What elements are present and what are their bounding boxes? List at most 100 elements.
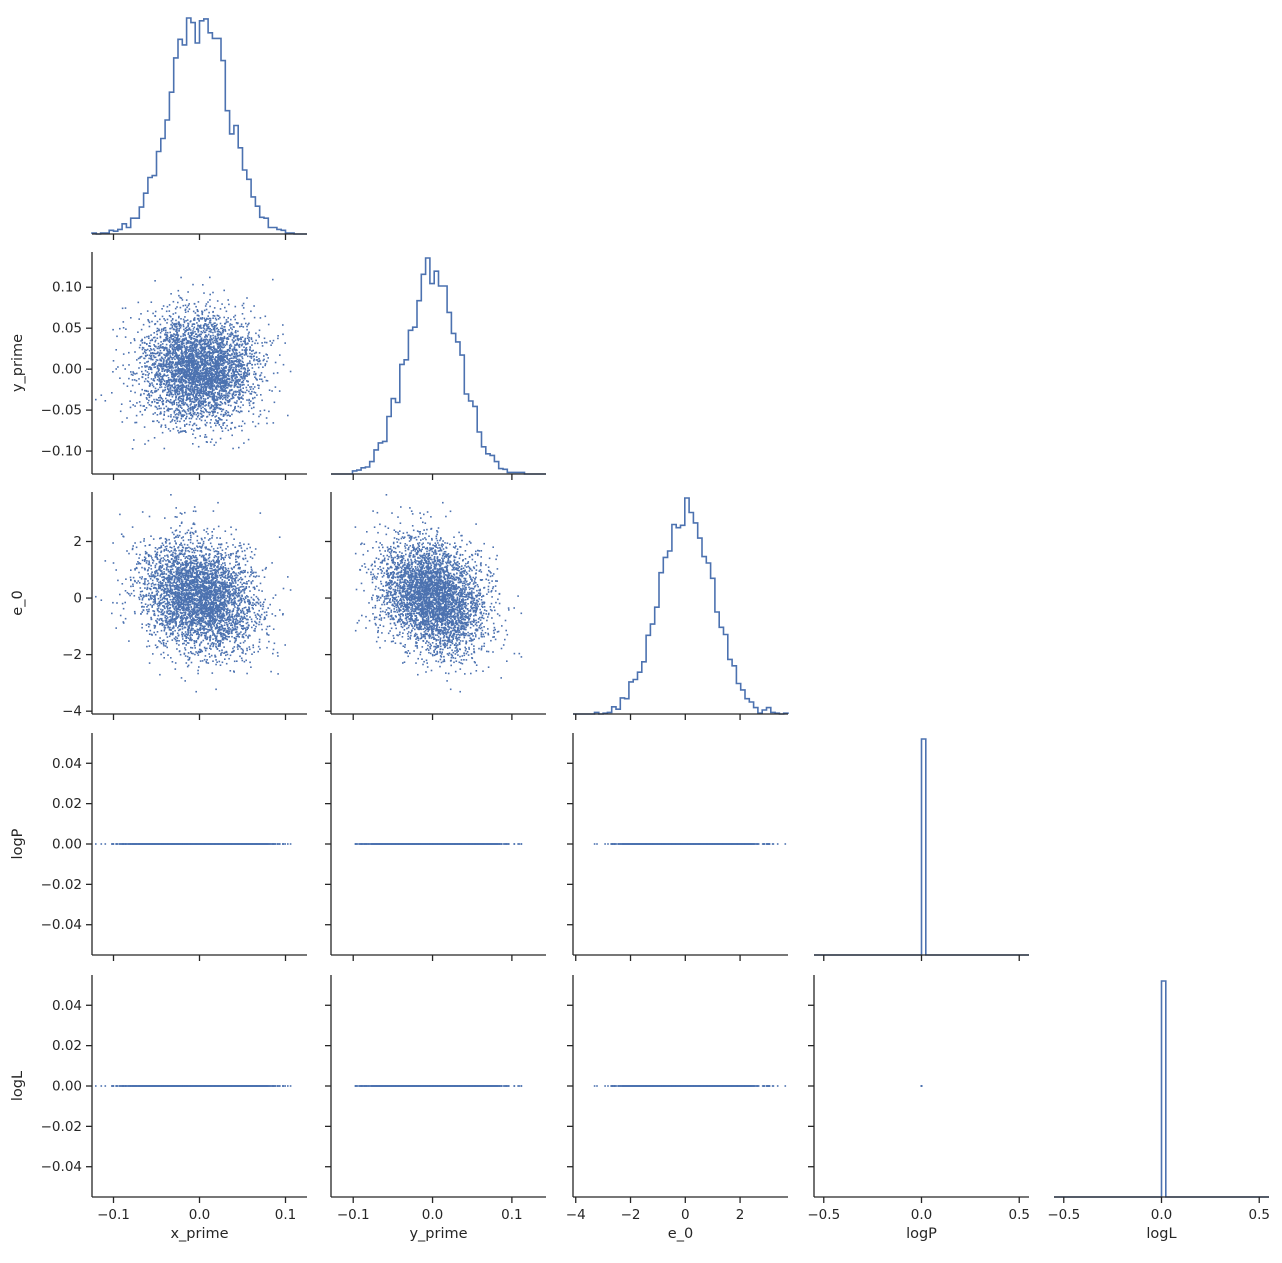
scatter-point <box>230 334 232 336</box>
scatter-point <box>160 654 162 656</box>
scatter-point <box>239 391 241 393</box>
scatter-point <box>191 373 193 375</box>
scatter-point <box>191 428 193 430</box>
scatter-point <box>155 406 157 408</box>
scatter-point <box>193 358 195 360</box>
scatter-point <box>215 360 217 362</box>
scatter-point <box>204 379 206 381</box>
scatter-point <box>119 377 121 379</box>
scatter-point <box>233 363 235 365</box>
scatter-point <box>242 336 244 338</box>
scatter-point <box>254 397 256 399</box>
scatter-point <box>147 349 149 351</box>
scatter-point <box>164 615 166 617</box>
scatter-point <box>185 353 187 355</box>
scatter-point <box>193 373 195 375</box>
scatter-point <box>229 367 231 369</box>
scatter-point <box>227 397 229 399</box>
scatter-point <box>215 406 217 408</box>
scatter-point <box>147 402 149 404</box>
scatter-point <box>213 414 215 416</box>
scatter-point <box>146 350 148 352</box>
scatter-point <box>247 363 249 365</box>
scatter-point <box>256 356 258 358</box>
scatter-point <box>186 370 188 372</box>
scatter-point <box>185 394 187 396</box>
scatter-point <box>182 389 184 391</box>
scatter-point <box>176 404 178 406</box>
scatter-point <box>219 407 221 409</box>
scatter-point <box>174 412 176 414</box>
scatter-point <box>249 362 251 364</box>
scatter-point <box>238 572 240 574</box>
scatter-point <box>213 337 215 339</box>
scatter-point <box>226 319 228 321</box>
scatter-point <box>195 354 197 356</box>
scatter-point <box>249 649 251 651</box>
scatter-point <box>180 368 182 370</box>
scatter-point <box>213 430 215 432</box>
scatter-point <box>200 413 202 415</box>
scatter-point <box>185 391 187 393</box>
scatter-point <box>178 371 180 373</box>
scatter-point <box>222 430 224 432</box>
scatter-point <box>218 359 220 361</box>
scatter-point <box>190 394 192 396</box>
scatter-point <box>187 311 189 313</box>
scatter-point <box>181 362 183 364</box>
scatter-point <box>161 368 163 370</box>
scatter-point <box>246 387 248 389</box>
scatter-point <box>173 416 175 418</box>
hist-x_prime <box>92 18 307 234</box>
scatter-point <box>205 376 207 378</box>
scatter-point <box>194 327 196 329</box>
scatter-point <box>151 364 153 366</box>
scatter-point <box>263 359 265 361</box>
scatter-point <box>247 342 249 344</box>
scatter-point <box>183 374 185 376</box>
scatter-point <box>251 357 253 359</box>
scatter-point <box>161 381 163 383</box>
scatter-point <box>234 353 236 355</box>
scatter-point <box>216 319 218 321</box>
scatter-point <box>170 372 172 374</box>
scatter-point <box>194 331 196 333</box>
scatter-point <box>186 404 188 406</box>
scatter-point <box>170 430 172 432</box>
scatter-point <box>124 368 126 370</box>
scatter-point <box>182 359 184 361</box>
scatter-point <box>231 373 233 375</box>
scatter-point <box>169 561 171 563</box>
scatter-point <box>246 390 248 392</box>
scatter-point <box>161 643 163 645</box>
scatter-point <box>197 315 199 317</box>
scatter-point <box>197 328 199 330</box>
scatter-point <box>194 338 196 340</box>
scatter-point <box>203 327 205 329</box>
scatter-point <box>178 402 180 404</box>
scatter-point <box>136 373 138 375</box>
scatter-point <box>112 371 114 373</box>
scatter-point <box>273 340 275 342</box>
scatter-point <box>155 361 157 363</box>
scatter-point <box>148 336 150 338</box>
scatter-point <box>290 589 292 591</box>
scatter-point <box>201 311 203 313</box>
scatter-point <box>245 576 247 578</box>
scatter-point <box>244 376 246 378</box>
scatter-point <box>128 378 130 380</box>
scatter-point <box>146 344 148 346</box>
scatter-point <box>198 398 200 400</box>
scatter-point <box>195 437 197 439</box>
scatter-point <box>211 561 213 563</box>
scatter-point <box>205 340 207 342</box>
y-tick-label: −0.10 <box>41 444 82 460</box>
scatter-point <box>206 386 208 388</box>
scatter-point <box>227 393 229 395</box>
scatter-point <box>148 373 150 375</box>
scatter-point <box>195 414 197 416</box>
scatter-point <box>192 443 194 445</box>
scatter-point <box>149 350 151 352</box>
scatter-point <box>196 336 198 338</box>
scatter-point <box>229 399 231 401</box>
